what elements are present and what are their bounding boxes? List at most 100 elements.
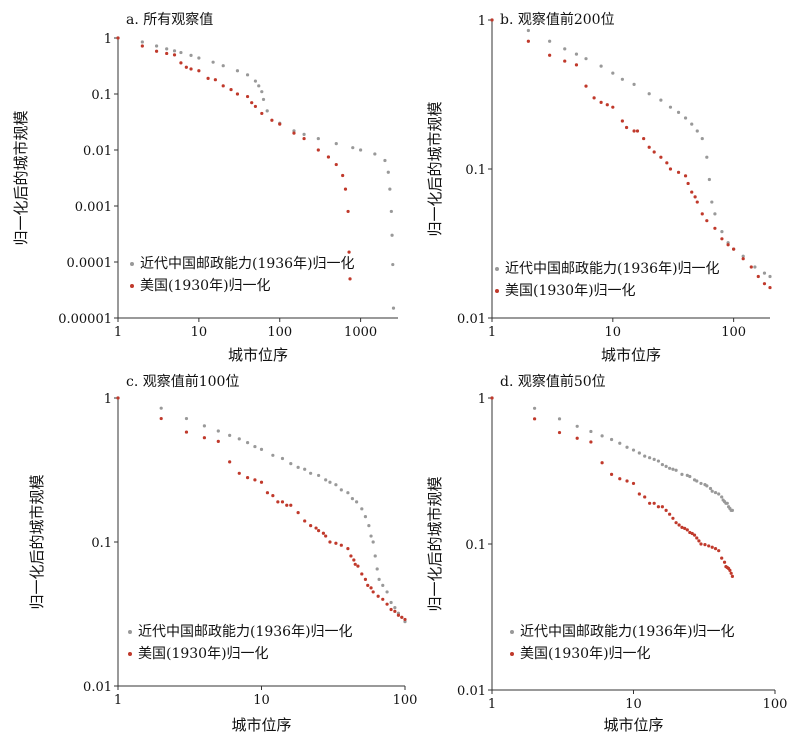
data-point (343, 187, 348, 191)
data-point (309, 523, 313, 528)
data-point (693, 195, 697, 199)
data-point (592, 96, 596, 100)
data-point (490, 18, 494, 22)
data-point (324, 534, 328, 538)
data-point (165, 51, 169, 56)
y-tick-label: 0.1 (91, 536, 112, 551)
data-point (321, 531, 326, 535)
data-point (326, 155, 331, 159)
data-point (730, 508, 735, 512)
data-point (589, 429, 593, 434)
data-point (665, 161, 669, 165)
data-point (676, 110, 681, 114)
panel-b: b. 观察值前200位 1 10 100 1 0.1 0.01 城市位序 归一化后的城市规模近代… (426, 11, 772, 364)
data-point (756, 274, 760, 279)
data-point (707, 177, 711, 182)
x-tick-label: 10 (253, 693, 270, 708)
y-tick-label: 0.01 (83, 144, 112, 159)
data-point (656, 459, 661, 463)
data-point (707, 544, 711, 548)
data-point (228, 460, 232, 464)
data-point (705, 219, 709, 223)
data-point (688, 530, 692, 535)
data-point (643, 454, 647, 458)
y-tick-label: 0.1 (465, 163, 486, 178)
data-point (385, 602, 389, 606)
series-us (116, 396, 407, 622)
data-point (605, 103, 609, 107)
data-point (350, 497, 355, 501)
data-point (265, 109, 269, 113)
data-point (403, 620, 407, 624)
data-point (688, 474, 692, 479)
data-point (600, 461, 604, 465)
y-tick-label: 0.01 (83, 680, 112, 695)
data-point (237, 471, 241, 475)
y-tick-label: 0.01 (457, 684, 486, 699)
y-tick-label: 1 (478, 392, 486, 407)
data-point (221, 64, 225, 68)
data-point (668, 167, 673, 171)
data-point (705, 484, 709, 488)
data-point (710, 545, 714, 549)
data-point (296, 511, 300, 515)
data-point (729, 571, 733, 575)
data-point (140, 40, 144, 44)
legend-label-china: 近代中国邮政能力(1936年)归一化 (140, 255, 355, 272)
legend-label-china: 近代中国邮政能力(1936年)归一化 (138, 623, 353, 640)
data-point (202, 436, 206, 440)
x-tick-label: 10 (605, 325, 622, 340)
data-point (762, 271, 767, 275)
data-point (720, 237, 724, 241)
series-us (116, 36, 352, 281)
data-point (245, 94, 250, 99)
data-point (140, 44, 144, 48)
x-tick-label: 1000 (344, 325, 377, 340)
data-point (589, 440, 593, 444)
data-point (386, 170, 390, 174)
data-point (685, 528, 689, 532)
data-point (229, 87, 233, 92)
data-point (228, 433, 232, 437)
data-point (393, 609, 397, 613)
data-point (179, 61, 183, 65)
data-point (680, 472, 684, 476)
data-point (376, 594, 380, 598)
data-point (710, 200, 714, 204)
data-point (563, 47, 567, 51)
data-point (371, 590, 375, 594)
legend-label-china: 近代中国邮政能力(1936年)归一化 (505, 260, 720, 277)
data-point (391, 306, 396, 310)
data-point (289, 503, 293, 507)
data-point (389, 607, 393, 612)
data-point (259, 480, 264, 484)
legend-marker-us (128, 652, 132, 656)
data-point (317, 473, 321, 478)
data-point (690, 190, 694, 194)
data-point (303, 519, 307, 523)
series-us (490, 18, 772, 290)
data-point (708, 486, 713, 491)
x-tick-label: 100 (721, 325, 746, 340)
y-axis-label: 归一化后的城市规模 (28, 474, 46, 609)
data-point (373, 152, 377, 156)
data-point (548, 39, 552, 43)
data-point (385, 590, 389, 594)
data-point (328, 480, 332, 484)
data-point (690, 531, 694, 536)
panel-d: d. 观察值前50位 1 10 100 1 0.1 0.01 城市位序 归一化后的城市规模近代中… (426, 373, 787, 734)
data-point (403, 617, 407, 622)
y-axis-label: 归一化后的城市规模 (426, 476, 444, 611)
data-point (690, 122, 694, 126)
data-point (359, 148, 363, 152)
data-point (695, 129, 699, 133)
x-tick-label: 1 (488, 697, 496, 712)
data-point (265, 491, 270, 495)
x-tick-label: 100 (393, 693, 418, 708)
data-point (393, 606, 397, 610)
data-point (367, 523, 371, 528)
data-point (280, 500, 285, 504)
data-point (346, 491, 350, 495)
data-point (625, 445, 629, 449)
y-tick-label: 0.00001 (58, 312, 112, 327)
